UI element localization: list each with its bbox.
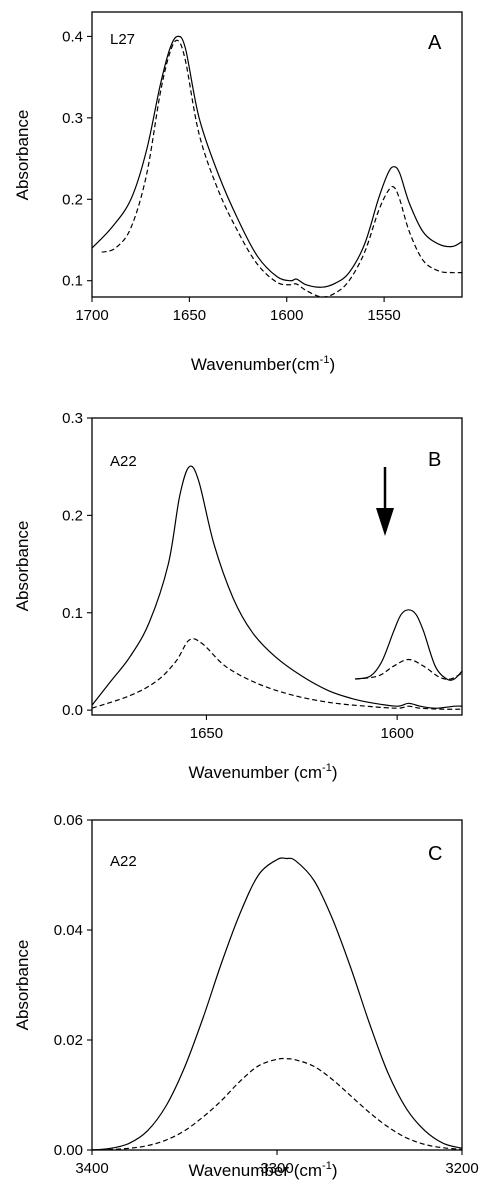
x-tick-label: 1650 (173, 307, 206, 324)
x-tick-label: 3300 (260, 1160, 293, 1177)
series-solid-1 (91, 857, 463, 1151)
series-dashed-2 (91, 638, 463, 710)
series-solid-1 (91, 465, 463, 709)
arrow-head-icon (376, 508, 394, 536)
sample-label: L27 (110, 31, 135, 48)
x-axis-label: Wavenumber (cm-1) (189, 762, 338, 782)
y-tick-label: 0.4 (62, 28, 83, 45)
panel-c: 3400 3300 3200 0.00 0.02 0.04 0.06 C A22 Absorban… (13, 812, 479, 1180)
x-axis-label: Wavenumber (cm-1) (189, 1160, 338, 1180)
y-tick-label: 0.0 (62, 702, 83, 719)
y-tick-label: 0.2 (62, 191, 83, 208)
y-tick-label: 0.06 (54, 812, 83, 829)
sample-label: A22 (110, 453, 137, 470)
series-dashed-2 (91, 1057, 463, 1151)
y-tick-label: 0.1 (62, 605, 83, 622)
y-axis-label: Absorbance (13, 110, 32, 201)
series-dashed-4 (355, 658, 463, 680)
series-solid-1 (91, 35, 463, 288)
panel-letter: B (428, 449, 441, 471)
x-tick-label: 1700 (75, 307, 108, 324)
plot-frame (91, 11, 463, 298)
panel-letter: A (428, 32, 442, 54)
x-tick-label: 3400 (75, 1160, 108, 1177)
x-tick-label: 1650 (190, 725, 223, 742)
x-tick-label: 1600 (380, 725, 413, 742)
panel-letter: C (428, 843, 442, 865)
x-tick-label: 1600 (270, 307, 303, 324)
y-tick-label: 0.3 (62, 410, 83, 427)
y-tick-label: 0.00 (54, 1142, 83, 1159)
y-axis-label: Absorbance (13, 521, 32, 612)
y-tick-label: 0.1 (62, 273, 83, 290)
panel-a: 1700 1650 1600 1550 0.1 0.2 0.3 0.4 A L27 Absorban… (13, 11, 463, 374)
y-axis-label: Absorbance (13, 940, 32, 1031)
y-tick-label: 0.2 (62, 507, 83, 524)
y-tick-label: 0.3 (62, 110, 83, 127)
x-tick-label: 3200 (445, 1160, 478, 1177)
series-dashed-2 (101, 39, 463, 298)
y-tick-label: 0.04 (54, 922, 83, 939)
x-axis-label: Wavenumber(cm-1) (191, 354, 335, 374)
series-solid-3 (355, 609, 463, 681)
plot-frame (91, 819, 463, 1151)
sample-label: A22 (110, 853, 137, 870)
y-tick-label: 0.02 (54, 1032, 83, 1049)
plot-frame (91, 417, 463, 716)
panel-b: 1650 1600 0.0 0.1 0.2 0.3 B A22 Absorbance Wavenu… (13, 410, 463, 782)
x-tick-label: 1550 (367, 307, 400, 324)
